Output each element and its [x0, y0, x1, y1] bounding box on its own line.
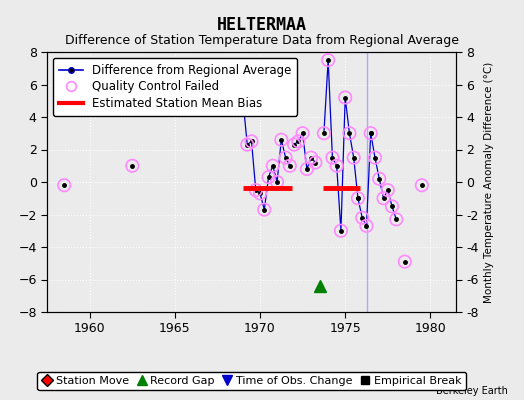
Point — [418, 182, 426, 188]
Point — [375, 176, 384, 182]
Point — [328, 154, 336, 161]
Point — [401, 258, 409, 265]
Point — [294, 138, 302, 144]
Point — [243, 142, 252, 148]
Legend: Station Move, Record Gap, Time of Obs. Change, Empirical Break: Station Move, Record Gap, Time of Obs. C… — [37, 372, 466, 390]
Legend: Difference from Regional Average, Quality Control Failed, Estimated Station Mean: Difference from Regional Average, Qualit… — [53, 58, 297, 116]
Text: HELTERMAA: HELTERMAA — [217, 16, 307, 34]
Point — [345, 130, 354, 136]
Point — [277, 136, 286, 143]
Point — [286, 162, 294, 169]
Point — [358, 214, 366, 221]
Point — [350, 154, 358, 161]
Y-axis label: Monthly Temperature Anomaly Difference (°C): Monthly Temperature Anomaly Difference (… — [484, 61, 494, 303]
Text: Berkeley Earth: Berkeley Earth — [436, 386, 508, 396]
Point — [256, 190, 264, 196]
Point — [239, 98, 247, 104]
Point — [269, 162, 277, 169]
Point — [260, 206, 268, 213]
Point — [265, 174, 273, 180]
Point — [247, 138, 256, 144]
Point — [354, 195, 362, 202]
Point — [362, 223, 370, 229]
Point — [371, 154, 379, 161]
Point — [281, 154, 290, 161]
Point — [273, 179, 281, 185]
Point — [341, 94, 350, 101]
Point — [320, 130, 328, 136]
Point — [332, 162, 341, 169]
Point — [252, 187, 260, 193]
Point — [384, 187, 392, 193]
Point — [128, 162, 136, 169]
Point — [337, 228, 345, 234]
Point — [290, 142, 298, 148]
Point — [324, 57, 332, 63]
Point — [367, 130, 375, 136]
Point — [311, 159, 320, 166]
Point — [388, 203, 396, 210]
Point — [392, 216, 400, 222]
Point — [60, 182, 69, 188]
Point — [307, 154, 315, 161]
Point — [299, 130, 307, 136]
Text: Difference of Station Temperature Data from Regional Average: Difference of Station Temperature Data f… — [65, 34, 459, 47]
Point — [379, 195, 388, 202]
Point — [303, 166, 311, 172]
